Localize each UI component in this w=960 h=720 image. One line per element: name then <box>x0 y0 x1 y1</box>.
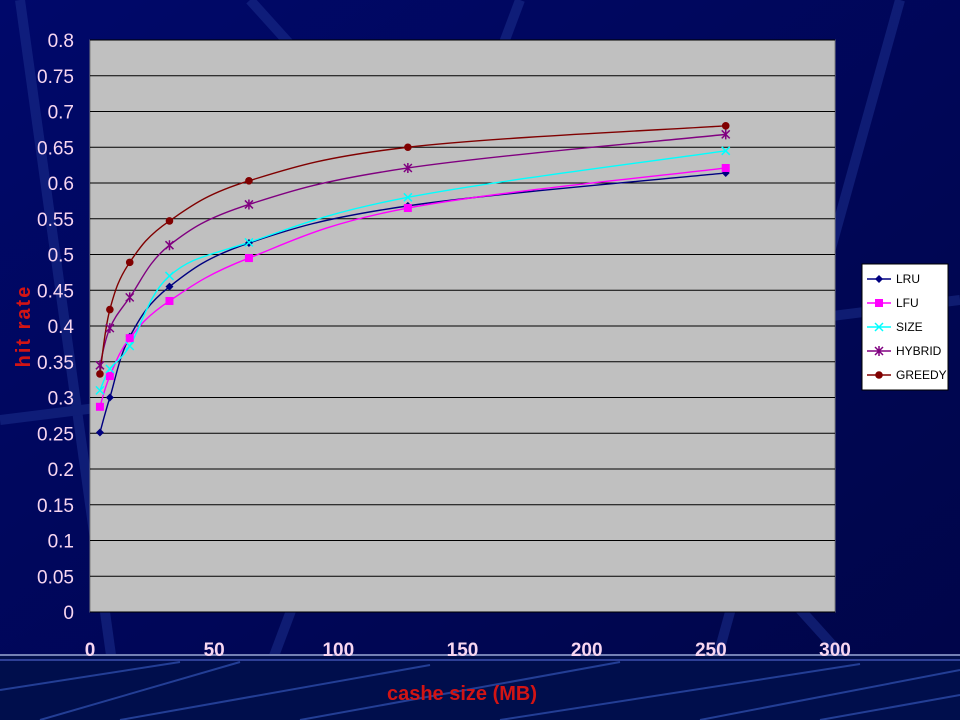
data-point-hybrid <box>105 323 115 334</box>
legend-label: GREEDY <box>896 368 947 382</box>
legend-marker <box>874 346 884 356</box>
y-tick-label: 0.5 <box>48 246 74 267</box>
legend-marker <box>874 322 884 332</box>
y-tick-label: 0.35 <box>37 353 74 374</box>
data-point-lru <box>105 393 114 402</box>
data-point-hybrid <box>721 129 731 140</box>
data-point-greedy <box>245 177 253 185</box>
data-point-greedy <box>106 305 114 314</box>
y-tick-label: 0.55 <box>37 210 74 231</box>
data-point-lfu <box>125 334 134 343</box>
data-point-size <box>95 385 105 395</box>
y-tick-label: 0.3 <box>48 389 74 410</box>
data-point-lfu <box>721 163 730 172</box>
y-tick-label: 0.75 <box>37 67 74 88</box>
data-point-hybrid <box>125 292 135 303</box>
data-point-hybrid <box>244 199 254 210</box>
y-tick-label: 0.15 <box>37 496 74 517</box>
data-point-greedy <box>404 143 412 152</box>
series-line-greedy <box>99 125 726 375</box>
x-tick-label: 150 <box>447 640 479 661</box>
y-tick-label: 0.45 <box>37 281 74 302</box>
y-tick-label: 0.2 <box>48 460 74 481</box>
legend-item-greedy: GREEDY <box>867 368 947 382</box>
data-point-size <box>164 271 174 281</box>
x-tick-label: 50 <box>204 640 225 661</box>
x-tick-label: 300 <box>819 640 851 661</box>
legend-item-lfu: LFU <box>867 296 919 310</box>
y-tick-label: 0.1 <box>48 532 74 553</box>
x-tick-label: 100 <box>322 640 354 661</box>
legend: LRU LFU SIZE HYBRID GREEDY <box>861 263 949 391</box>
y-tick-label: 0.8 <box>48 31 74 52</box>
series-line-lru <box>99 172 726 433</box>
data-point-lfu <box>244 254 253 263</box>
data-point-hybrid <box>95 360 105 371</box>
y-tick-label: 0.4 <box>48 317 75 338</box>
series-line-hybrid <box>99 133 726 366</box>
y-axis-label: hit rate <box>13 285 35 368</box>
x-tick-label: 250 <box>695 640 727 661</box>
data-point-size <box>105 364 115 374</box>
series-line-size <box>99 150 726 391</box>
data-point-lfu <box>105 372 114 381</box>
y-tick-label: 0.05 <box>37 567 74 588</box>
legend-item-size: SIZE <box>867 320 923 334</box>
data-point-hybrid <box>164 240 174 251</box>
legend-item-lru: LRU <box>867 272 920 286</box>
y-tick-label: 0.25 <box>37 424 74 445</box>
data-point-size <box>721 146 731 156</box>
data-point-lru <box>165 282 174 291</box>
x-axis-label: cashe size (MB) <box>387 683 537 705</box>
data-point-size <box>125 341 135 351</box>
data-point-greedy <box>721 122 730 130</box>
data-point-greedy <box>96 370 104 378</box>
x-tick-label: 0 <box>85 640 96 661</box>
legend-item-hybrid: HYBRID <box>867 344 942 358</box>
legend-label: SIZE <box>896 320 923 334</box>
data-point-size <box>403 192 413 202</box>
x-axis-ticks: 0 50 100 150 200 250 300 <box>85 640 851 661</box>
data-point-lfu <box>165 296 174 305</box>
series-line-lfu <box>99 167 726 408</box>
series-markers <box>95 122 731 437</box>
legend-marker <box>875 371 883 379</box>
gridlines <box>90 39 835 613</box>
data-point-hybrid <box>403 162 413 173</box>
y-tick-label: 0.7 <box>48 103 74 124</box>
y-tick-label: 0.6 <box>48 174 74 195</box>
data-point-size <box>244 237 254 247</box>
legend-label: LFU <box>896 296 919 310</box>
data-point-greedy <box>165 217 174 225</box>
legend-label: HYBRID <box>896 344 942 358</box>
legend-marker <box>875 299 883 307</box>
y-tick-label: 0 <box>63 603 74 624</box>
y-tick-label: 0.65 <box>37 138 74 159</box>
x-tick-label: 200 <box>571 640 603 661</box>
y-axis-ticks: 0 0.05 0.1 0.15 0.2 0.25 0.3 0.35 0.4 0.45 0.5 0.55… <box>37 31 74 624</box>
legend-label: LRU <box>896 272 920 286</box>
data-point-greedy <box>125 258 134 267</box>
data-point-lru <box>95 428 104 437</box>
data-point-lfu <box>403 204 412 213</box>
bottom-band <box>0 654 960 720</box>
series-lines <box>99 125 726 433</box>
data-point-lfu <box>95 402 104 411</box>
legend-marker <box>875 275 883 283</box>
